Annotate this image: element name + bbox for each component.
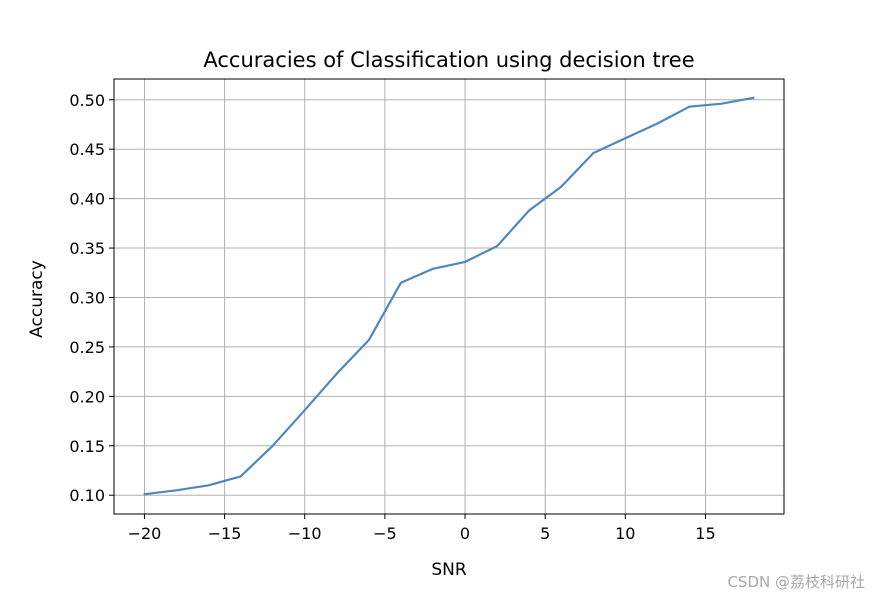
x-tick-label: 5 (540, 524, 550, 543)
y-tick-label: 0.40 (69, 190, 105, 209)
y-tick-label: 0.30 (69, 288, 105, 307)
y-tick-label: 0.25 (69, 338, 105, 357)
chart-title: Accuracies of Classification using decis… (203, 48, 694, 72)
y-tick-label: 0.10 (69, 486, 105, 505)
x-tick-label: 0 (460, 524, 470, 543)
x-axis-ticks: −20 −15 −10 −5 0 5 10 15 (128, 514, 716, 543)
y-tick-label: 0.50 (69, 91, 105, 110)
x-tick-label: −10 (288, 524, 322, 543)
y-axis-label: Accuracy (27, 260, 47, 338)
x-tick-label: −20 (128, 524, 162, 543)
x-tick-label: 10 (615, 524, 635, 543)
y-tick-label: 0.35 (69, 239, 105, 258)
x-tick-label: −15 (208, 524, 242, 543)
grid-lines (114, 79, 784, 514)
y-tick-label: 0.15 (69, 437, 105, 456)
series-line (143, 96, 755, 496)
watermark: CSDN @荔枝科研社 (727, 573, 865, 591)
x-axis-label: SNR (431, 560, 467, 580)
y-axis-ticks: 0.10 0.15 0.20 0.25 0.30 0.35 0.40 0.45 0.50 (69, 91, 114, 505)
y-tick-label: 0.20 (69, 387, 105, 406)
x-tick-label: −5 (373, 524, 397, 543)
x-tick-label: 15 (695, 524, 715, 543)
y-tick-label: 0.45 (69, 140, 105, 159)
plot-frame (113, 78, 785, 515)
